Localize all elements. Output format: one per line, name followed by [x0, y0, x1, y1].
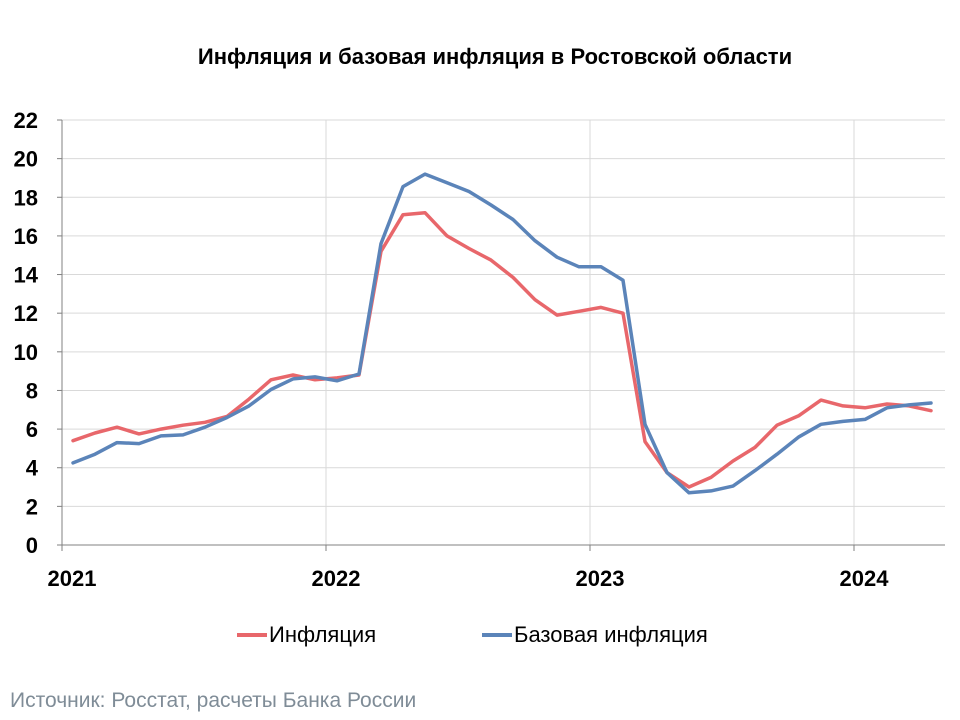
- y-tick-label: 4: [26, 456, 39, 481]
- y-tick-label: 2: [26, 494, 38, 519]
- y-tick-label: 0: [26, 533, 38, 558]
- legend-item-inflation: Инфляция: [237, 622, 376, 648]
- y-tick-label: 22: [14, 108, 38, 133]
- x-tick-label: 2022: [312, 566, 361, 591]
- legend: Инфляция Базовая инфляция: [0, 622, 960, 652]
- x-axis-ticks: 2021 2022 2023 2024: [48, 545, 890, 591]
- chart-title: Инфляция и базовая инфляция в Ростовской…: [197, 44, 793, 69]
- y-tick-label: 6: [26, 417, 38, 442]
- series-line-inflation: [71, 210, 933, 489]
- legend-label-core-inflation: Базовая инфляция: [514, 622, 708, 647]
- series-line-core-inflation: [71, 172, 933, 495]
- x-tick-label: 2024: [840, 566, 890, 591]
- y-tick-label: 18: [14, 185, 38, 210]
- y-tick-label: 10: [14, 340, 38, 365]
- y-tick-label: 20: [14, 147, 38, 172]
- y-tick-label: 16: [14, 224, 38, 249]
- y-tick-label: 14: [14, 263, 39, 288]
- x-tick-label: 2023: [576, 566, 625, 591]
- y-tick-label: 12: [14, 301, 38, 326]
- legend-swatch-core-inflation: [482, 633, 512, 637]
- legend-swatch-inflation: [237, 633, 267, 637]
- y-axis-ticks: 0 2 4 6 8 10 12 14 16 18 20 22: [14, 108, 62, 558]
- y-tick-label: 8: [26, 378, 38, 403]
- x-tick-label: 2021: [48, 566, 97, 591]
- source-note: Источник: Росстат, расчеты Банка России: [10, 689, 417, 712]
- axes: [61, 120, 945, 546]
- legend-item-core-inflation: Базовая инфляция: [482, 622, 708, 648]
- series-lines: [71, 172, 933, 495]
- legend-label-inflation: Инфляция: [269, 622, 377, 647]
- grid-lines: [62, 119, 945, 545]
